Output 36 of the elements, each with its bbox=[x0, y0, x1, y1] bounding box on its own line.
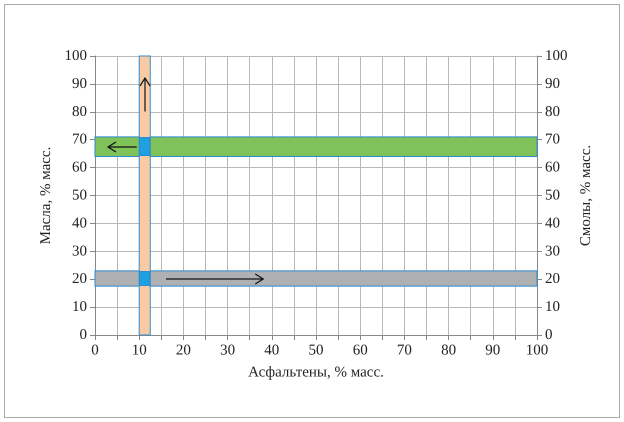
y2-tick-label: 80 bbox=[545, 104, 560, 120]
y-tick-label: 0 bbox=[80, 327, 87, 343]
x-tick-label: 50 bbox=[308, 342, 324, 358]
y2-tick-label: 100 bbox=[545, 48, 568, 64]
y-tick-label: 50 bbox=[72, 188, 87, 204]
y-tick-label: 60 bbox=[72, 160, 87, 176]
y-axis-title: Масла, % масс. bbox=[38, 146, 54, 244]
x-tick-label: 90 bbox=[485, 342, 500, 358]
x-tick-label: 60 bbox=[352, 342, 368, 358]
y-tick-label: 10 bbox=[72, 299, 87, 316]
x-axis-title: Асфальтены, % масс. bbox=[248, 364, 384, 380]
y-tick-label: 90 bbox=[72, 76, 87, 92]
y-tick-label: 30 bbox=[72, 243, 87, 260]
y2-axis-title: Смолы, % масс. bbox=[578, 144, 594, 246]
y2-tick-label: 20 bbox=[545, 271, 560, 288]
y2-tick-label: 60 bbox=[545, 160, 560, 176]
y-tick-label: 80 bbox=[72, 104, 87, 120]
y-tick-label: 40 bbox=[72, 215, 87, 232]
y2-tick-label: 50 bbox=[545, 188, 560, 204]
y2-tick-label: 0 bbox=[545, 327, 552, 343]
y2-tick-label: 40 bbox=[545, 215, 560, 232]
y2-tick-label: 70 bbox=[545, 132, 560, 148]
x-tick-label: 10 bbox=[132, 342, 147, 358]
x-tick-label: 0 bbox=[91, 342, 99, 358]
x-tick-label: 100 bbox=[526, 342, 548, 358]
x-tick-label: 20 bbox=[176, 342, 191, 358]
y2-tick-label: 30 bbox=[545, 243, 560, 260]
x-tick-label: 30 bbox=[220, 342, 236, 358]
y-tick-label: 100 bbox=[64, 48, 87, 64]
x-tick-label: 70 bbox=[396, 342, 412, 358]
x-tick-label: 40 bbox=[264, 342, 280, 358]
y-tick-label: 70 bbox=[72, 132, 87, 148]
x-tick-label: 80 bbox=[441, 342, 456, 358]
y-tick-label: 20 bbox=[72, 271, 87, 288]
y2-tick-label: 10 bbox=[545, 299, 560, 316]
y2-tick-label: 90 bbox=[545, 76, 560, 92]
